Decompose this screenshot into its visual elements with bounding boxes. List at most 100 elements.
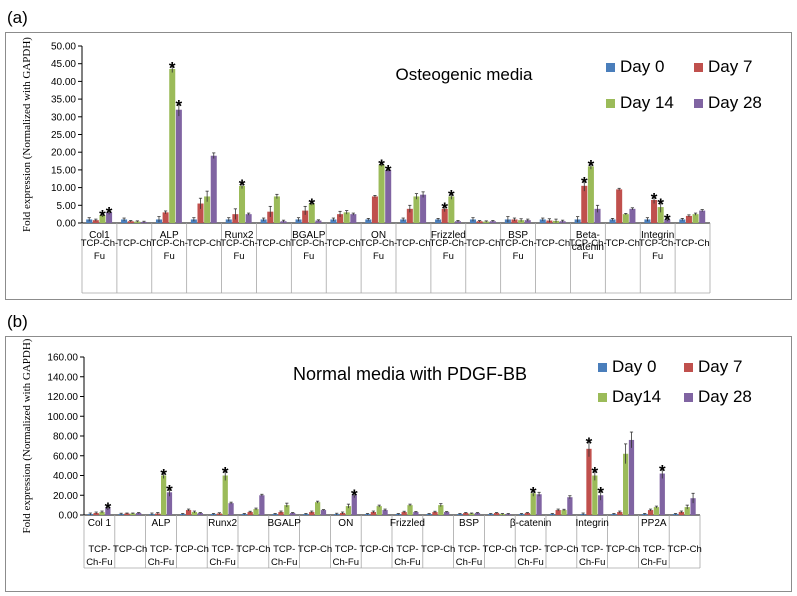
bar-day-28 [382,510,388,515]
group-label: Fu [164,251,175,262]
y-tick-label: 40.00 [53,471,78,482]
bar-day-14 [587,166,594,223]
group-label: TCP-Ch [187,238,221,249]
group-label: TCP-Ch- [430,238,467,249]
bar-day-28 [690,498,696,515]
y-tick-label: 80.00 [53,432,78,443]
significance-star: * [592,464,599,483]
bar-day-7 [441,208,448,223]
bar-day-14 [204,196,211,223]
bar-day-7 [247,512,253,515]
bar-day-28 [259,495,265,515]
bar-day-7 [651,199,658,223]
group-label: TCP-Ch [175,544,209,555]
bar-day-7 [432,512,438,515]
group-label: TCP-Ch- [220,238,257,249]
bar-day-7 [406,208,413,223]
y-tick-label: 45.00 [51,59,76,70]
bar-day-28 [598,495,604,515]
bar-day-7 [586,448,592,515]
significance-star: * [441,199,448,218]
legend-swatch [684,393,693,402]
group-label: Fu [373,251,384,262]
significance-star: * [664,211,671,230]
significance-star: * [176,96,183,115]
bar-day-7 [371,196,378,223]
group-label: Ch-Fu [148,557,174,568]
bar-day-0 [330,219,337,223]
gene-label: ON [338,518,353,529]
group-label: TCP-Ch [544,544,578,555]
y-tick-label: 40.00 [51,77,76,88]
legend-swatch [598,363,607,372]
bar-day-14 [343,212,350,223]
bar-day-28 [628,439,635,515]
bar-day-7 [555,510,561,515]
significance-star: * [378,156,385,175]
significance-star: * [657,195,664,214]
group-label: TCP-Ch [396,238,430,249]
group-label: TCP- [273,544,295,555]
group-label: Fu [513,251,524,262]
bar-day-28 [136,513,142,515]
gene-label: BSP [508,230,528,241]
group-label: TCP-Ch [466,238,500,249]
gene-label: Col1 [89,230,110,241]
significance-star: * [588,157,595,176]
bar-day-7 [617,512,623,515]
y-tick-label: 30.00 [51,112,76,123]
legend-swatch [598,393,607,402]
bar-day-28 [413,512,419,515]
significance-star: * [160,466,167,485]
group-label: TCP- [396,544,418,555]
bar-day-7 [185,510,192,515]
group-label: TCP- [581,544,603,555]
group-label: Ch-Fu [641,557,667,568]
significance-star: * [530,483,537,502]
bar-day-0 [260,219,267,223]
bar-day14 [161,475,167,515]
bar-day-14 [308,203,315,223]
group-label: TCP- [458,544,480,555]
bar-day-7 [197,203,204,223]
bar-day-28 [210,155,217,223]
group-label: Fu [303,251,314,262]
bar-day-28 [290,513,296,515]
legend-label: Day 28 [708,93,762,112]
significance-star: * [239,176,246,195]
significance-star: * [99,206,106,225]
y-tick-label: 50.00 [51,42,76,53]
bar-day-7 [616,189,623,223]
bar-day-28 [567,497,573,515]
significance-star: * [105,499,112,518]
bar-day-7 [309,512,315,515]
bar-day-7 [678,512,684,515]
legend-label: Day 28 [698,387,752,406]
bar-day-14 [622,214,629,223]
group-label: TCP-Ch [667,544,701,555]
bar-day-0 [609,219,616,223]
bar-day-0 [539,219,546,223]
bar-day-28 [659,473,665,515]
y-tick-label: 100.00 [47,412,78,423]
bar-day14 [438,505,444,515]
y-axis-label: Fold expression (Normalized with GAPDH) [21,37,33,232]
significance-star: * [166,481,173,500]
bar-day-28 [320,510,327,515]
significance-star: * [581,174,588,193]
bar-day-28 [664,219,671,223]
chart-title: Osteogenic media [395,65,533,84]
group-label: TCP-Ch- [150,238,187,249]
bar-day-14 [692,214,699,223]
bar-day-28 [197,513,203,515]
group-label: Fu [652,251,663,262]
bar-day-28 [454,221,461,223]
group-label: TCP- [335,544,357,555]
bar-day-28 [489,221,496,223]
bar-day-28 [699,210,706,223]
bar-day14 [345,506,352,515]
y-tick-label: 5.00 [57,201,77,212]
significance-star: * [385,161,392,180]
bar-day-7 [476,221,483,223]
